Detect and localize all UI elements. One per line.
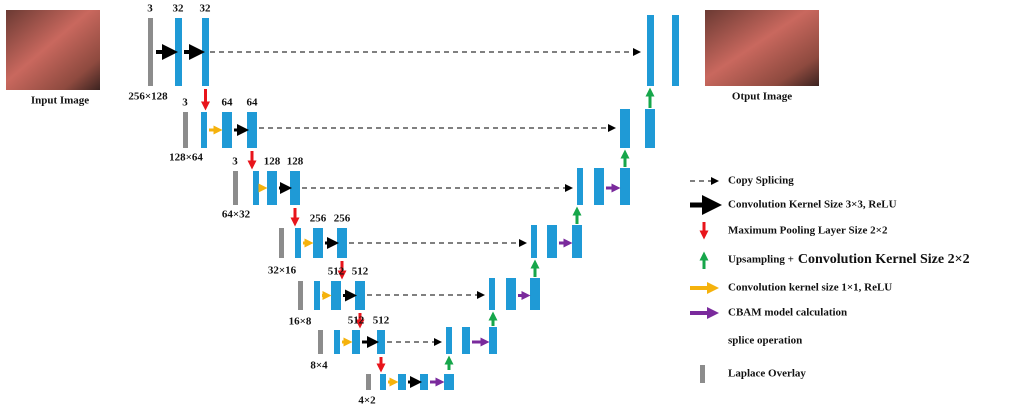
channel-label: 256	[310, 213, 327, 225]
channel-label: 512	[348, 315, 365, 327]
size-label: 128×64	[169, 152, 203, 164]
channel-label: 3	[147, 3, 153, 15]
size-label: 256×128	[128, 91, 168, 103]
input-label: Input Image	[31, 95, 89, 107]
channel-label: 3	[232, 156, 238, 168]
laplace-block	[279, 228, 284, 258]
laplace-block	[183, 112, 188, 148]
feature-block	[444, 374, 454, 390]
feature-block	[531, 225, 537, 258]
feature-block	[267, 171, 277, 205]
laplace-block	[700, 365, 705, 383]
channel-label: 32	[173, 3, 185, 15]
feature-block	[647, 15, 654, 86]
legend-text: Laplace Overlay	[728, 368, 806, 380]
feature-block	[247, 112, 257, 148]
feature-block	[489, 278, 495, 310]
feature-block	[331, 281, 341, 310]
feature-block	[446, 327, 452, 354]
channel-label: 512	[352, 266, 369, 278]
feature-block	[489, 327, 497, 354]
feature-block	[222, 112, 232, 148]
size-label: 16×8	[289, 316, 312, 328]
feature-block	[530, 278, 540, 310]
feature-block	[295, 228, 301, 258]
feature-block	[620, 109, 630, 148]
feature-block	[253, 171, 259, 205]
output-label: Otput Image	[732, 91, 792, 103]
feature-block	[175, 18, 182, 86]
channel-label: 3	[182, 97, 188, 109]
input-image	[6, 10, 100, 90]
feature-block	[645, 109, 655, 148]
feature-block	[334, 330, 340, 354]
channel-label: 256	[334, 213, 351, 225]
feature-block	[352, 330, 360, 354]
legend-text: CBAM model calculation	[728, 307, 847, 319]
legend-text: Upsampling +	[728, 254, 794, 266]
laplace-block	[233, 171, 238, 205]
size-label: 32×16	[268, 265, 297, 277]
feature-block	[420, 374, 428, 390]
legend-text: Convolution kernel size 1×1, ReLU	[728, 282, 892, 294]
laplace-block	[298, 281, 303, 310]
feature-block	[290, 171, 300, 205]
feature-block	[506, 278, 516, 310]
feature-block	[314, 281, 320, 310]
laplace-block	[318, 330, 323, 354]
feature-block	[572, 225, 582, 258]
channel-label: 64	[222, 97, 234, 109]
legend: Copy Splicing Convolution Kernel Size 3×3…	[690, 175, 970, 383]
legend-text: Copy Splicing	[728, 175, 794, 187]
size-label: 8×4	[310, 360, 328, 372]
legend-text: Convolution Kernel Size 3×3, ReLU	[728, 199, 897, 211]
channel-label: 512	[373, 315, 390, 327]
feature-block	[594, 168, 604, 205]
feature-block	[313, 228, 323, 258]
feature-block	[201, 112, 207, 148]
feature-block	[672, 15, 679, 86]
channel-label: 128	[287, 156, 304, 168]
channel-label: 128	[264, 156, 281, 168]
output-image	[705, 10, 819, 86]
channel-label: 32	[200, 3, 212, 15]
size-label: 4×2	[358, 395, 376, 407]
feature-block	[577, 168, 583, 205]
feature-block	[377, 330, 385, 354]
laplace-block	[148, 18, 153, 86]
feature-block	[337, 228, 347, 258]
channel-label: 512	[328, 266, 345, 278]
legend-text-large: Convolution Kernel Size 2×2	[798, 252, 970, 267]
feature-block	[398, 374, 406, 390]
legend-text: splice operation	[728, 335, 802, 347]
feature-block	[462, 327, 470, 354]
laplace-block	[366, 374, 371, 390]
feature-block	[620, 168, 630, 205]
channel-label: 64	[247, 97, 259, 109]
feature-block	[202, 18, 209, 86]
feature-block	[380, 374, 386, 390]
feature-block	[547, 225, 557, 258]
size-label: 64×32	[222, 209, 251, 221]
legend-text: Maximum Pooling Layer Size 2×2	[728, 225, 888, 237]
network: 3 32 32 256×128 3 64 64 128×64 3 128 128 64×32 256 25…	[128, 3, 679, 407]
feature-block	[355, 281, 365, 310]
